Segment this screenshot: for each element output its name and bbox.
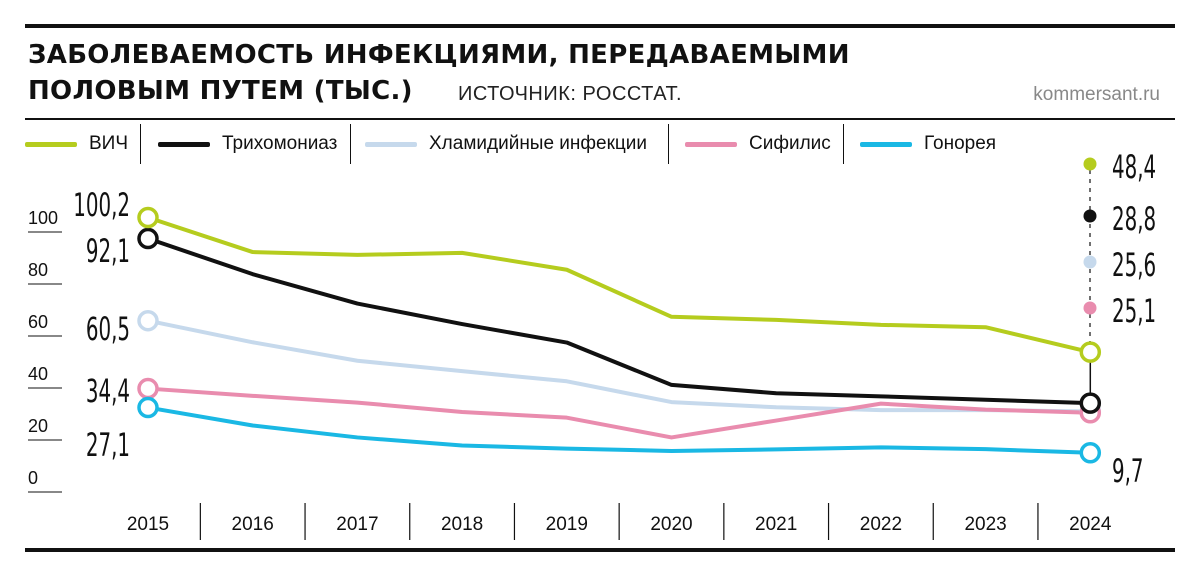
- end-value-label: 9,7: [1112, 453, 1144, 490]
- x-tick-label: 2017: [336, 514, 378, 535]
- legend-label-trichomoniasis: Трихомониаз: [222, 133, 338, 154]
- series-line-4: [146, 405, 1093, 455]
- series-endpoint-marker: [137, 227, 159, 250]
- x-tick-label: 2023: [964, 514, 1006, 535]
- legend-swatch-chlamydia: [365, 141, 417, 147]
- y-tick-label: 0: [28, 468, 38, 488]
- series-line-0: [146, 215, 1093, 355]
- legend-item-chlamydia: Хламидийные инфекции: [365, 120, 647, 168]
- legend-rule: [25, 118, 1175, 120]
- x-tick-label: 2021: [755, 514, 797, 535]
- x-tick-label: 2018: [441, 514, 483, 535]
- x-tick-label: 2015: [127, 514, 169, 535]
- end-legend-dot: [1083, 255, 1097, 269]
- start-value-label: 27,1: [86, 427, 130, 464]
- legend-label-syphilis: Сифилис: [749, 133, 831, 154]
- y-tick-label: 40: [28, 364, 48, 384]
- x-tick-label: 2019: [546, 514, 588, 535]
- end-value-label: 25,1: [1112, 293, 1156, 330]
- chart-title-line-2: ПОЛОВЫМ ПУТЕМ (ТЫС.): [28, 76, 413, 106]
- start-value-label: 92,1: [86, 233, 130, 270]
- x-tick-label: 2024: [1069, 514, 1112, 535]
- legend-label-gonorrhea: Гонорея: [924, 133, 997, 154]
- legend-swatch-trichomoniasis: [158, 141, 210, 147]
- x-tick-label: 2020: [650, 514, 692, 535]
- legend-item-hiv: ВИЧ: [25, 120, 128, 168]
- legend-swatch-hiv: [25, 141, 77, 147]
- series-line-1: [146, 236, 1093, 406]
- end-legend-dot: [1083, 301, 1097, 315]
- legend-item-trichomoniasis: Трихомониаз: [158, 120, 337, 168]
- legend-item-gonorrhea: Гонорея: [860, 120, 996, 168]
- legend: ВИЧ Трихомониаз Хламидийные инфекции Сиф…: [25, 120, 1025, 168]
- start-value-label: 60,5: [86, 311, 130, 348]
- series-endpoint-marker: [1079, 442, 1102, 464]
- legend-item-syphilis: Сифилис: [685, 120, 831, 168]
- top-rule: [25, 24, 1175, 28]
- legend-separator: [140, 124, 141, 164]
- end-legend-dot: [1083, 209, 1097, 223]
- end-value-label: 25,6: [1112, 247, 1156, 284]
- series-endpoint-marker: [137, 309, 159, 332]
- site-credit: kommersant.ru: [1033, 84, 1160, 105]
- start-value-label: 34,4: [86, 373, 130, 410]
- series-endpoint-marker: [137, 206, 159, 229]
- end-legend-dot: [1083, 157, 1097, 171]
- start-value-label: 100,2: [73, 187, 130, 224]
- y-tick-label: 60: [28, 312, 48, 332]
- series-endpoint-marker: [137, 396, 159, 419]
- source-note: ИСТОЧНИК: РОССТАТ.: [458, 83, 683, 105]
- y-tick-label: 80: [28, 260, 48, 280]
- series-endpoint-marker: [137, 377, 159, 400]
- y-tick-label: 20: [28, 416, 48, 436]
- x-tick-label: 2016: [232, 514, 274, 535]
- legend-label-hiv: ВИЧ: [89, 133, 128, 154]
- legend-label-chlamydia: Хламидийные инфекции: [429, 133, 648, 154]
- legend-separator: [843, 124, 844, 164]
- legend-separator: [668, 124, 669, 164]
- legend-swatch-syphilis: [685, 141, 737, 147]
- y-tick-label: 100: [28, 208, 58, 228]
- legend-separator: [350, 124, 351, 164]
- end-value-label: 48,4: [1112, 149, 1156, 186]
- end-value-label: 28,8: [1112, 201, 1156, 238]
- series-endpoint-marker: [1079, 392, 1102, 414]
- series-line-3: [146, 386, 1093, 440]
- x-tick-label: 2022: [860, 514, 902, 535]
- bottom-rule: [25, 548, 1175, 552]
- chart-title-line-1: ЗАБОЛЕВАЕМОСТЬ ИНФЕКЦИЯМИ, ПЕРЕДАВАЕМЫМИ: [28, 40, 850, 70]
- legend-swatch-gonorrhea: [860, 141, 912, 147]
- series-line-2: [146, 318, 1093, 414]
- series-endpoint-marker: [1079, 341, 1102, 363]
